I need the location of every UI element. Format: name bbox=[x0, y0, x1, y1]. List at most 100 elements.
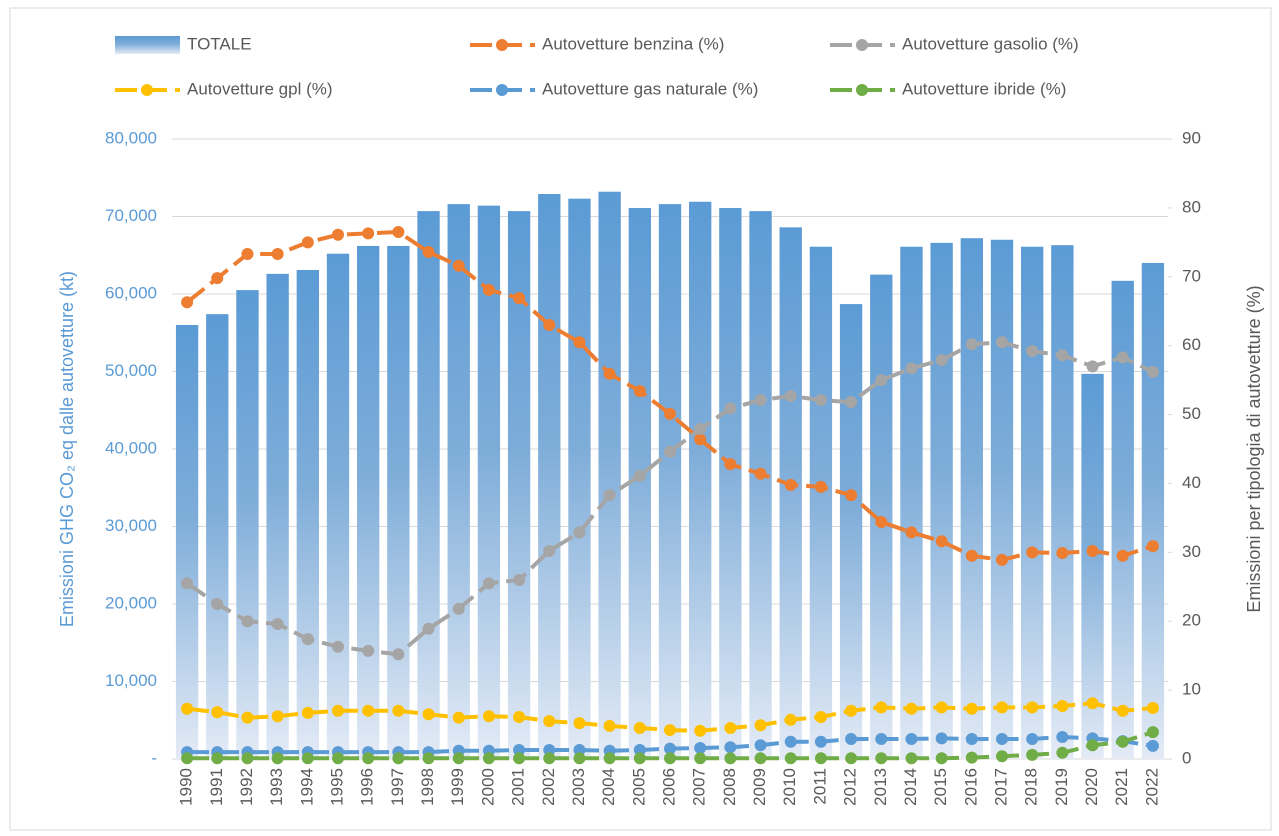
marker bbox=[814, 752, 827, 765]
x-tick-label: 2007 bbox=[690, 768, 709, 806]
marker bbox=[543, 544, 556, 557]
y-axis-title: Emissioni GHG CO₂ eq dalle autovetture (… bbox=[57, 271, 77, 627]
marker bbox=[301, 752, 314, 765]
marker bbox=[965, 702, 978, 715]
legend-marker bbox=[856, 39, 868, 51]
marker bbox=[935, 732, 948, 745]
x-tick-label: 2012 bbox=[841, 768, 860, 806]
marker bbox=[573, 744, 586, 757]
legend-label: Autovetture gasolio (%) bbox=[902, 34, 1079, 53]
bar bbox=[357, 245, 380, 759]
x-tick-label: 2006 bbox=[659, 768, 678, 806]
marker bbox=[1146, 739, 1159, 752]
x-tick-label: 2009 bbox=[750, 768, 769, 806]
x-tick-label: 2003 bbox=[569, 768, 588, 806]
marker bbox=[332, 752, 344, 765]
marker bbox=[935, 535, 948, 548]
bar bbox=[1021, 246, 1044, 760]
bar bbox=[1111, 280, 1134, 759]
marker bbox=[573, 717, 586, 730]
x-tick-label: 2021 bbox=[1112, 768, 1131, 806]
y2-tick-label: 80 bbox=[1182, 197, 1201, 216]
y2-tick-label: 10 bbox=[1182, 680, 1201, 699]
marker bbox=[664, 445, 676, 458]
marker bbox=[905, 702, 918, 715]
marker bbox=[664, 407, 676, 420]
marker bbox=[452, 711, 465, 724]
marker bbox=[543, 752, 556, 765]
marker bbox=[573, 526, 586, 539]
marker bbox=[513, 292, 526, 305]
x-tick-label: 1990 bbox=[177, 768, 196, 806]
legend-label: Autovetture benzina (%) bbox=[542, 34, 724, 53]
x-tick-label: 2002 bbox=[539, 768, 558, 806]
marker bbox=[996, 701, 1008, 714]
marker bbox=[694, 741, 707, 754]
x-tick-label: 2011 bbox=[810, 768, 829, 805]
marker bbox=[392, 226, 405, 238]
marker bbox=[845, 489, 858, 502]
y2-tick-label: 40 bbox=[1182, 473, 1201, 492]
marker bbox=[1086, 544, 1099, 557]
x-tick-label: 1992 bbox=[237, 768, 256, 806]
bar bbox=[1081, 373, 1104, 759]
marker bbox=[724, 458, 737, 471]
marker bbox=[965, 733, 978, 746]
marker bbox=[603, 752, 616, 765]
marker bbox=[573, 336, 586, 349]
x-tick-label: 1993 bbox=[267, 768, 286, 806]
bar bbox=[417, 211, 440, 759]
y-tick-label: 40,000 bbox=[105, 438, 157, 457]
marker bbox=[1056, 699, 1069, 712]
bar bbox=[689, 201, 712, 759]
legend-label: Autovetture gas naturale (%) bbox=[542, 79, 758, 98]
marker bbox=[543, 715, 556, 728]
marker bbox=[271, 617, 284, 630]
marker bbox=[1056, 547, 1069, 560]
line bbox=[185, 229, 1154, 562]
marker bbox=[392, 648, 405, 661]
marker bbox=[845, 733, 858, 746]
y-tick-label: - bbox=[151, 748, 157, 767]
legend-marker bbox=[496, 84, 508, 96]
marker bbox=[814, 394, 827, 407]
bar bbox=[749, 211, 772, 759]
y2-tick-label: 60 bbox=[1182, 335, 1201, 354]
marker bbox=[482, 752, 495, 765]
marker bbox=[664, 742, 676, 755]
bar bbox=[507, 211, 531, 759]
bar bbox=[236, 290, 259, 759]
marker bbox=[724, 722, 737, 734]
marker bbox=[784, 752, 797, 765]
y-tick-label: 60,000 bbox=[105, 283, 157, 302]
marker bbox=[181, 702, 194, 715]
bar bbox=[1051, 245, 1074, 760]
marker bbox=[724, 741, 737, 754]
marker bbox=[1146, 726, 1159, 739]
marker bbox=[482, 710, 495, 723]
marker bbox=[754, 467, 767, 480]
marker bbox=[996, 553, 1008, 566]
marker bbox=[513, 710, 526, 723]
marker bbox=[482, 283, 495, 296]
marker bbox=[362, 227, 375, 240]
marker bbox=[754, 752, 767, 765]
marker bbox=[301, 706, 314, 719]
marker bbox=[332, 640, 344, 653]
x-tick-label: 2005 bbox=[629, 768, 648, 806]
y2-tick-label: 0 bbox=[1182, 748, 1191, 767]
marker bbox=[1146, 540, 1159, 553]
marker bbox=[784, 478, 797, 491]
y-tick-label: 50,000 bbox=[105, 361, 157, 380]
y2-axis-title: Emissioni per tipologia di autovetture (… bbox=[1244, 285, 1264, 612]
marker bbox=[452, 259, 465, 272]
bar bbox=[477, 205, 501, 759]
marker bbox=[875, 752, 888, 765]
marker bbox=[845, 704, 858, 717]
x-tick-label: 1997 bbox=[388, 768, 407, 806]
bar bbox=[206, 314, 229, 759]
x-tick-label: 2022 bbox=[1142, 768, 1161, 806]
marker bbox=[603, 367, 616, 380]
marker bbox=[845, 752, 858, 765]
